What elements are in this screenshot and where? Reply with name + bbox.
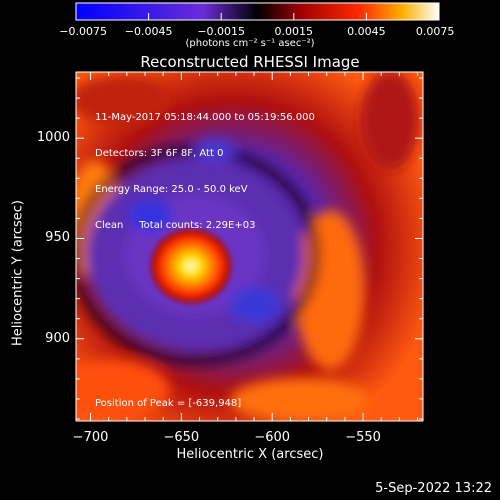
- time-range-annotation: 11-May-2017 05:18:44.000 to 05:19:56.000: [95, 112, 315, 123]
- colorbar-tick-label: 0.0015: [274, 25, 314, 38]
- colorbar-tick-label: −0.0045: [124, 25, 173, 38]
- colorbar-gradient: [75, 2, 440, 21]
- y-axis-ticks: [76, 77, 423, 420]
- peak-source: [151, 229, 231, 303]
- plot-frame: [75, 71, 424, 422]
- clean-counts-annotation: Clean Total counts: 2.29E+03: [95, 220, 256, 231]
- y-tick-label: 900: [45, 330, 70, 346]
- colorbar-ticks: [75, 13, 440, 20]
- x-axis-label: Heliocentric X (arcsec): [176, 447, 324, 462]
- colorbar: [75, 2, 440, 21]
- x-axis-ticks: [90, 72, 419, 421]
- colorbar-tick-label: −0.0015: [197, 25, 246, 38]
- detectors-annotation: Detectors: 3F 6F 8F, Att 0: [95, 148, 224, 159]
- peak-position-annotation: Position of Peak = [-639,948]: [95, 398, 242, 409]
- colorbar-tick-label: −0.0075: [59, 25, 108, 38]
- y-axis-label: Heliocentric Y (arcsec): [10, 200, 26, 346]
- render-timestamp: 5-Sep-2022 13:22: [375, 481, 492, 496]
- y-tick-label: 1000: [36, 130, 70, 146]
- colorbar-units: (photons cm⁻² s⁻¹ asec⁻²): [185, 38, 315, 49]
- observation-info: 11-May-2017 05:18:44.000 to 05:19:56.000…: [95, 88, 315, 244]
- chart-title: Reconstructed RHESSI Image: [140, 53, 360, 71]
- x-tick-label: −650: [163, 430, 200, 445]
- x-tick-label: −550: [345, 430, 381, 445]
- heatmap-image: [76, 72, 423, 421]
- colorbar-tick-label: 0.0045: [347, 25, 386, 38]
- x-tick-label: −700: [72, 430, 109, 445]
- colorbar-tick-label: 0.0075: [415, 25, 455, 38]
- energy-range-annotation: Energy Range: 25.0 - 50.0 keV: [95, 184, 248, 195]
- x-tick-label: −600: [254, 430, 291, 445]
- y-tick-label: 950: [45, 230, 70, 246]
